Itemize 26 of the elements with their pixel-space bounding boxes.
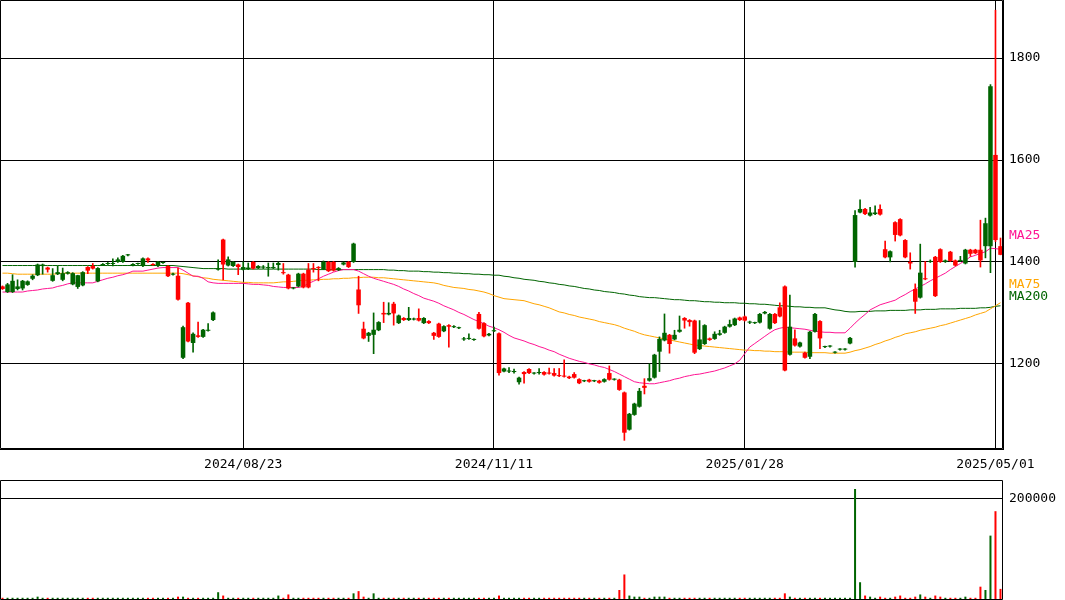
bar <box>919 594 922 600</box>
x-tick-label: 2024/08/23 <box>204 456 283 472</box>
bar <box>989 535 992 600</box>
bar <box>618 590 621 600</box>
x-tick-label: 2025/01/28 <box>705 456 784 472</box>
candlestick <box>195 321 201 338</box>
bar <box>999 588 1002 600</box>
y-tick-label: 1600 <box>1009 151 1041 167</box>
series-label: MA25 <box>1009 226 1041 242</box>
x-tick-label: 2025/05/01 <box>956 456 1035 472</box>
y-tick-label: 1800 <box>1009 49 1041 65</box>
bar <box>854 489 857 600</box>
candlestick <box>446 324 452 348</box>
bar <box>783 593 786 600</box>
x-tick-label: 2024/11/11 <box>454 456 534 472</box>
y-tick-label: 1400 <box>1009 253 1041 269</box>
bar <box>984 590 987 600</box>
bar <box>623 574 626 600</box>
candlestick <box>923 261 928 281</box>
bar <box>287 594 290 600</box>
bar <box>994 511 997 600</box>
bar <box>859 582 862 600</box>
bar <box>372 593 375 600</box>
y-tick-label: 1200 <box>1009 355 1041 371</box>
bar <box>352 593 355 600</box>
text: 200000 <box>1009 489 1056 505</box>
